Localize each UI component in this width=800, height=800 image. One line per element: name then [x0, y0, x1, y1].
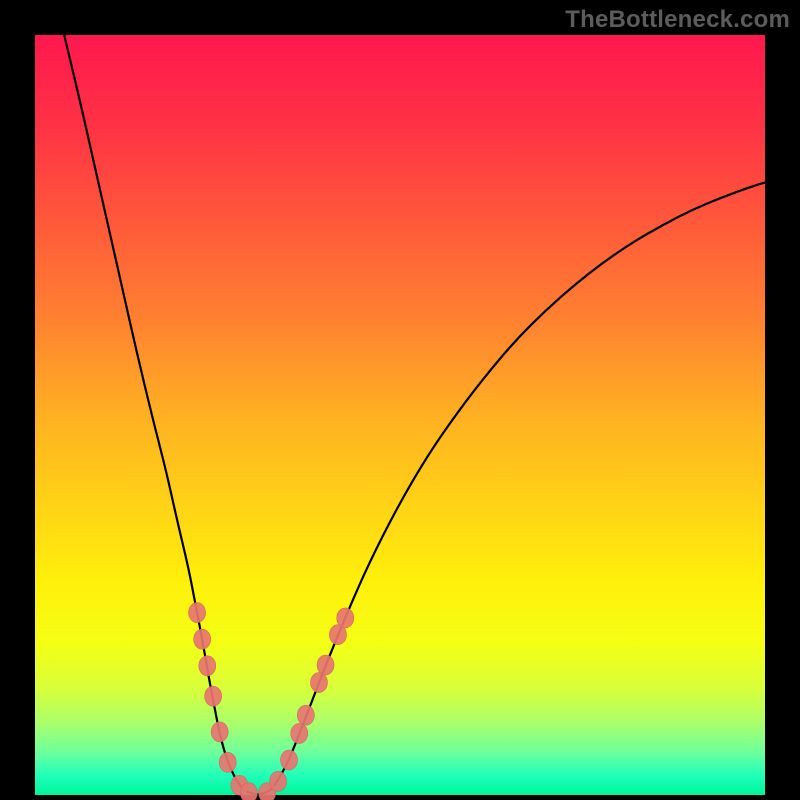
data-point-marker [211, 722, 228, 742]
data-point-marker [310, 673, 327, 693]
plot-background [35, 35, 765, 795]
data-point-marker [337, 608, 354, 628]
data-point-marker [194, 629, 211, 649]
data-point-marker [317, 655, 334, 675]
data-point-marker [297, 705, 314, 725]
data-point-marker [189, 603, 206, 623]
chart-canvas: TheBottleneck.com [0, 0, 800, 800]
data-point-marker [219, 752, 236, 772]
data-point-marker [205, 686, 222, 706]
data-point-marker [291, 723, 308, 743]
data-point-marker [240, 783, 257, 800]
watermark-text: TheBottleneck.com [565, 6, 790, 34]
data-point-marker [199, 656, 216, 676]
chart-svg [0, 0, 800, 800]
data-point-marker [281, 750, 298, 770]
data-point-marker [270, 771, 287, 791]
